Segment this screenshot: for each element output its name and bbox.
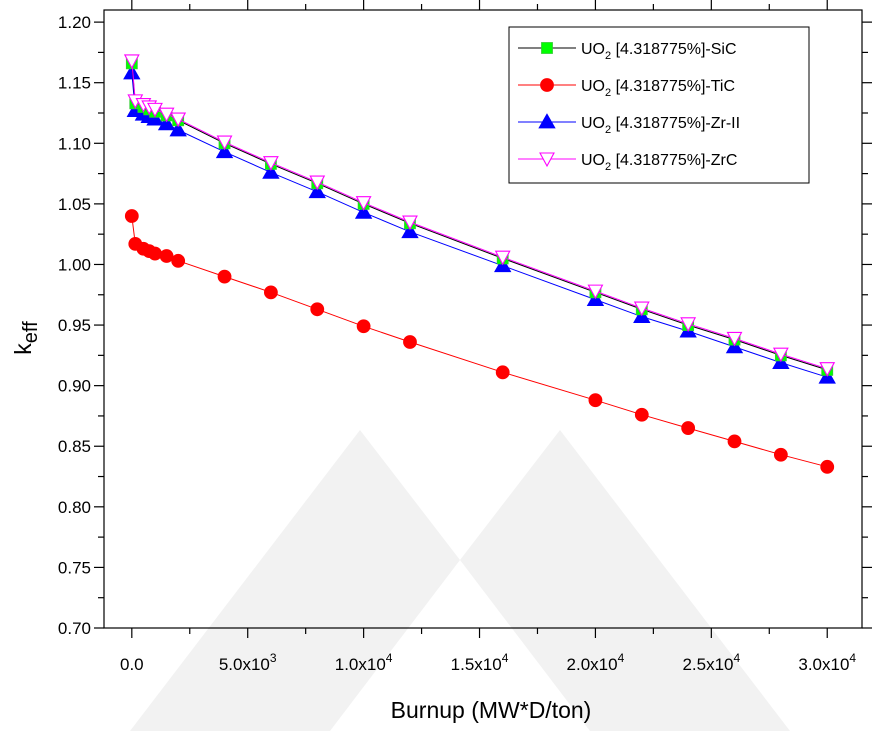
data-point <box>169 121 187 137</box>
legend-label: UO2 [4.318775%]-SiC <box>581 41 737 62</box>
y-tick-label: 1.15 <box>58 74 91 93</box>
data-point <box>773 447 788 462</box>
data-point <box>170 112 187 128</box>
data-point <box>171 253 186 268</box>
data-point <box>401 222 419 239</box>
x-tick-label: 3.0x104 <box>798 651 856 674</box>
y-tick-label: 1.20 <box>58 13 91 32</box>
data-point <box>495 365 510 380</box>
data-point <box>819 362 836 377</box>
data-point <box>158 107 175 123</box>
y-tick-label: 0.95 <box>58 316 91 335</box>
x-tick-label: 1.5x104 <box>451 651 509 674</box>
data-point <box>216 135 233 151</box>
data-point <box>633 301 650 317</box>
series-1 <box>124 209 835 474</box>
data-point <box>820 459 835 474</box>
data-point <box>262 163 280 179</box>
y-tick-labels: 0.70 0.75 0.80 0.85 0.90 0.95 1.00 1.05 1.10 1.15… <box>58 13 91 638</box>
data-point <box>726 331 743 347</box>
plot-border <box>103 9 863 629</box>
data-point <box>680 317 697 333</box>
legend-box <box>508 26 810 184</box>
legend-item: UO2 [4.318775%]-Zr-II <box>518 113 740 136</box>
data-point <box>634 407 649 422</box>
y-tick-label: 0.90 <box>58 377 91 396</box>
data-point <box>355 196 372 211</box>
legend-item: UO2 [4.318775%]-ZrC <box>518 152 737 173</box>
legend: UO2 [4.318775%]-SiC UO2 [4.318775%]-TiC UO… <box>508 26 810 184</box>
data-point <box>262 156 279 171</box>
data-point <box>309 175 326 191</box>
y-tick-label: 1.05 <box>58 195 91 214</box>
data-point <box>147 102 163 118</box>
x-tick-label: 0.0 <box>120 655 144 674</box>
series-3 <box>123 54 836 377</box>
data-point <box>123 64 141 80</box>
y-tick-label: 0.75 <box>58 558 91 577</box>
data-point <box>263 285 278 300</box>
plot-series <box>123 54 836 474</box>
y-tick-label: 0.80 <box>58 498 91 517</box>
legend-label: UO2 [4.318775%]-TiC <box>581 78 735 99</box>
data-point <box>587 284 604 300</box>
series-line <box>131 215 828 468</box>
data-point <box>159 249 174 263</box>
plot-frame <box>103 9 863 629</box>
data-point <box>588 393 603 408</box>
data-point <box>354 203 373 219</box>
y-tick-label: 1.00 <box>58 255 91 274</box>
data-point <box>148 246 162 261</box>
data-point <box>772 347 789 363</box>
data-point <box>403 335 417 349</box>
data-point <box>356 319 371 334</box>
y-axis-title-main: k <box>10 343 36 355</box>
data-point <box>310 302 325 317</box>
x-axis-title: Burnup (MW*D/ton) <box>391 697 592 723</box>
legend-label: UO2 [4.318775%]-ZrC <box>581 152 737 173</box>
y-axis-title-sub: eff <box>20 321 42 343</box>
x-tick-label: 1.0x104 <box>335 651 393 674</box>
data-point <box>123 54 140 70</box>
y-axis-title: keff <box>10 321 42 355</box>
legend-marker <box>539 152 555 168</box>
data-point <box>494 250 511 266</box>
watermark-shape <box>130 430 790 731</box>
data-point <box>124 209 139 223</box>
y-tick-label: 0.85 <box>58 437 91 456</box>
y-tick-label: 0.70 <box>58 619 91 638</box>
legend-marker <box>538 113 556 129</box>
data-point <box>157 115 176 131</box>
legend-item: UO2 [4.318775%]-TiC <box>518 78 735 99</box>
data-point <box>402 215 418 231</box>
data-point <box>146 110 164 126</box>
legend-item: UO2 [4.318775%]-SiC <box>518 41 737 62</box>
axis-ticks <box>94 0 872 638</box>
x-tick-label: 2.0x104 <box>567 651 625 674</box>
legend-label: UO2 [4.318775%]-Zr-II <box>581 115 740 136</box>
data-point <box>308 182 326 199</box>
data-point <box>681 421 696 435</box>
data-point <box>217 269 232 284</box>
x-tick-label: 2.5x104 <box>682 651 740 674</box>
watermark <box>130 430 790 731</box>
data-point <box>727 434 742 449</box>
y-tick-label: 1.10 <box>58 134 91 153</box>
x-tick-label: 5.0x103 <box>219 651 277 674</box>
legend-marker <box>541 42 553 54</box>
data-point <box>215 142 234 159</box>
legend-marker <box>540 78 554 92</box>
x-tick-labels: 0.0 5.0x103 1.0x104 1.5x104 2.0x104 2.5x104 3.… <box>120 651 856 674</box>
